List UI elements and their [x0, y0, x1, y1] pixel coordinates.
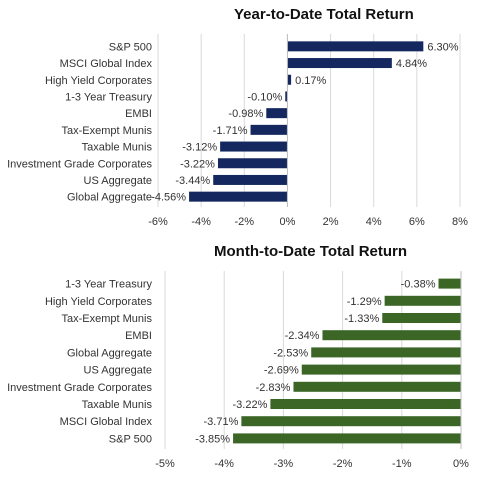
mtd-x-tick-label: -1% — [392, 458, 412, 470]
ytd-bar — [287, 58, 392, 69]
mtd-bar — [301, 364, 461, 375]
mtd-bar — [384, 295, 461, 306]
ytd-bar — [285, 91, 288, 102]
mtd-bar — [233, 433, 461, 444]
mtd-bar — [382, 313, 461, 323]
ytd-bar-chart: -6% -4% -2% 0% 2% 4% 6% 8% S&P 500 6.30% MSCI Glob… — [7, 34, 468, 228]
ytd-data-label: 4.84% — [396, 58, 427, 70]
mtd-category-label: Taxable Munis — [82, 399, 153, 411]
ytd-category-label: MSCI Global Index — [60, 58, 153, 70]
mtd-bar — [270, 399, 461, 409]
ytd-x-tick-label: 2% — [323, 216, 339, 228]
mtd-data-label: -3.85% — [195, 433, 230, 445]
ytd-data-label: -0.98% — [228, 108, 263, 120]
ytd-x-tick-label: 8% — [452, 216, 468, 228]
ytd-x-tick-label: 0% — [279, 216, 295, 228]
ytd-data-label: 6.30% — [427, 41, 458, 53]
ytd-category-label: US Aggregate — [84, 175, 153, 187]
mtd-x-tick-label: -5% — [155, 458, 175, 470]
ytd-category-label: Taxable Munis — [82, 142, 153, 154]
mtd-chart-title: Month-to-Date Total Return — [214, 243, 408, 260]
ytd-data-label: -3.22% — [180, 158, 215, 170]
mtd-x-tick-label: -2% — [333, 458, 353, 470]
mtd-bar — [438, 278, 461, 289]
mtd-bar — [293, 381, 461, 392]
ytd-category-label: Global Aggregate — [67, 192, 152, 204]
mtd-bar — [322, 330, 461, 341]
ytd-bar — [287, 74, 292, 85]
mtd-data-label: -1.33% — [344, 313, 379, 325]
mtd-x-tick-label: -4% — [214, 458, 234, 470]
mtd-category-label: Investment Grade Corporates — [7, 382, 152, 394]
ytd-category-label: S&P 500 — [109, 41, 152, 53]
ytd-category-label: EMBI — [125, 108, 152, 120]
ytd-bar — [189, 191, 288, 202]
mtd-category-label: MSCI Global Index — [60, 416, 153, 428]
mtd-data-label: -2.69% — [264, 365, 299, 377]
ytd-bar — [213, 174, 288, 185]
mtd-data-label: -2.83% — [256, 382, 291, 394]
ytd-bar — [287, 41, 424, 52]
mtd-bar — [241, 416, 461, 427]
ytd-bar — [220, 141, 288, 152]
mtd-bar — [311, 347, 461, 358]
ytd-bar — [217, 158, 288, 169]
ytd-category-label: 1-3 Year Treasury — [65, 91, 152, 103]
mtd-data-label: -0.38% — [401, 279, 436, 291]
mtd-data-label: -3.22% — [233, 399, 268, 411]
mtd-category-label: US Aggregate — [84, 365, 153, 377]
mtd-category-label: 1-3 Year Treasury — [65, 279, 152, 291]
mtd-data-label: -2.34% — [285, 330, 320, 342]
ytd-data-label: -3.44% — [175, 175, 210, 187]
ytd-data-label: -0.10% — [247, 91, 282, 103]
mtd-x-tick-label: -3% — [274, 458, 294, 470]
mtd-data-label: -1.29% — [347, 296, 382, 308]
mtd-category-label: Tax-Exempt Munis — [62, 313, 153, 325]
ytd-data-label: -3.12% — [182, 142, 217, 154]
mtd-category-label: High Yield Corporates — [45, 296, 153, 308]
mtd-x-tick-label: 0% — [453, 458, 469, 470]
ytd-bar — [250, 124, 288, 135]
ytd-x-tick-label: 6% — [409, 216, 425, 228]
ytd-data-label: 0.17% — [295, 75, 326, 87]
ytd-data-label: -4.56% — [151, 192, 186, 204]
mtd-category-label: Global Aggregate — [67, 347, 152, 359]
ytd-x-tick-label: -4% — [191, 216, 211, 228]
ytd-x-tick-label: -6% — [148, 216, 168, 228]
ytd-category-label: Tax-Exempt Munis — [62, 125, 153, 137]
mtd-data-label: -2.53% — [273, 347, 308, 359]
ytd-data-label: -1.71% — [213, 125, 248, 137]
ytd-category-label: High Yield Corporates — [45, 75, 153, 87]
mtd-bar-chart: -5% -4% -3% -2% -1% 0% 1-3 Year Treasury -0.38%… — [7, 271, 469, 470]
ytd-chart-title: Year-to-Date Total Return — [234, 6, 414, 23]
mtd-data-label: -3.71% — [204, 416, 239, 428]
ytd-category-label: Investment Grade Corporates — [7, 158, 152, 170]
ytd-x-tick-label: 4% — [366, 216, 382, 228]
mtd-category-label: S&P 500 — [109, 433, 152, 445]
ytd-x-tick-label: -2% — [235, 216, 255, 228]
mtd-category-label: EMBI — [125, 330, 152, 342]
ytd-bar — [266, 108, 288, 119]
